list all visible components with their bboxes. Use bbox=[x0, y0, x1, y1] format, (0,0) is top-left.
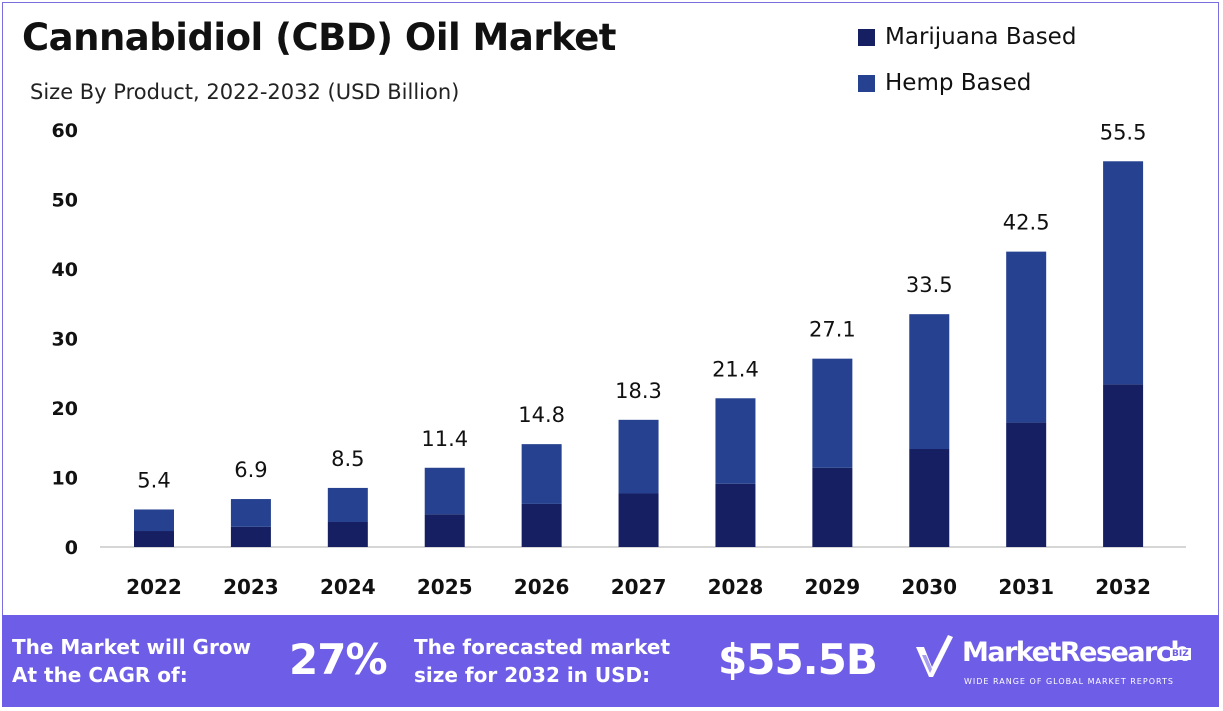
bar-marijuana bbox=[1006, 422, 1047, 547]
bar-hemp bbox=[230, 499, 271, 527]
bar-marijuana bbox=[424, 514, 465, 547]
brand-badge: BIZ bbox=[1170, 648, 1191, 660]
bar-chart: 01020304050605.420226.920238.5202411.420… bbox=[52, 120, 1186, 599]
cagr-value: 27% bbox=[289, 635, 388, 684]
y-tick-label: 40 bbox=[52, 259, 78, 281]
bar-total-label: 18.3 bbox=[615, 379, 662, 403]
bar-marijuana bbox=[134, 531, 174, 547]
bar-total-label: 27.1 bbox=[809, 318, 856, 342]
bar-hemp bbox=[327, 487, 368, 522]
bar-marijuana bbox=[618, 493, 659, 547]
bar-marijuana bbox=[327, 521, 368, 547]
x-tick-label: 2027 bbox=[611, 575, 667, 599]
x-tick-label: 2023 bbox=[223, 575, 279, 599]
legend: Marijuana Based Hemp Based bbox=[858, 22, 1076, 114]
legend-swatch-marijuana bbox=[858, 28, 875, 46]
x-tick-label: 2024 bbox=[320, 575, 376, 599]
bar-hemp bbox=[618, 419, 659, 494]
bar-hemp bbox=[134, 509, 174, 532]
legend-label-hemp: Hemp Based bbox=[885, 70, 1032, 96]
bar-hemp bbox=[1103, 161, 1144, 385]
chart-title: Cannabidiol (CBD) Oil Market bbox=[22, 16, 617, 59]
legend-item-marijuana: Marijuana Based bbox=[858, 22, 1076, 52]
x-tick-label: 2031 bbox=[998, 575, 1054, 599]
x-tick-label: 2030 bbox=[901, 575, 957, 599]
chart-subtitle: Size By Product, 2022-2032 (USD Billion) bbox=[30, 80, 460, 104]
x-tick-label: 2026 bbox=[514, 575, 570, 599]
legend-swatch-hemp bbox=[858, 74, 875, 92]
x-tick-label: 2025 bbox=[417, 575, 473, 599]
brand-check-icon bbox=[916, 635, 953, 677]
bar-marijuana bbox=[909, 449, 950, 547]
bar-marijuana bbox=[715, 483, 756, 547]
y-tick-label: 10 bbox=[52, 468, 78, 490]
bar-total-label: 14.8 bbox=[518, 403, 565, 427]
bar-hemp bbox=[1006, 251, 1047, 423]
bar-marijuana bbox=[521, 503, 562, 547]
bar-total-label: 6.9 bbox=[234, 458, 267, 482]
bar-total-label: 21.4 bbox=[712, 357, 759, 381]
forecast-label: The forecasted market size for 2032 in U… bbox=[414, 635, 671, 687]
y-tick-label: 20 bbox=[52, 398, 78, 420]
bar-marijuana bbox=[1103, 384, 1144, 547]
bar-marijuana bbox=[230, 526, 271, 547]
bar-total-label: 5.4 bbox=[137, 468, 170, 492]
y-tick-label: 0 bbox=[65, 537, 78, 559]
y-tick-label: 50 bbox=[52, 190, 78, 212]
y-tick-label: 60 bbox=[52, 120, 78, 142]
bar-hemp bbox=[909, 314, 950, 450]
cagr-label: The Market will Grow At the CAGR of: bbox=[12, 635, 252, 687]
brand-name: MarketResearch bbox=[962, 637, 1190, 668]
brand-tagline: WIDE RANGE OF GLOBAL MARKET REPORTS bbox=[964, 677, 1174, 686]
bar-total-label: 11.4 bbox=[421, 427, 468, 451]
brand-logo: MarketResearch BIZ WIDE RANGE OF GLOBAL … bbox=[914, 631, 1204, 695]
x-tick-label: 2028 bbox=[708, 575, 764, 599]
legend-item-hemp: Hemp Based bbox=[858, 68, 1076, 98]
bar-total-label: 33.5 bbox=[906, 273, 953, 297]
bar-total-label: 42.5 bbox=[1003, 211, 1050, 235]
bar-hemp bbox=[715, 398, 756, 484]
y-tick-label: 30 bbox=[52, 329, 78, 351]
forecast-value: $55.5B bbox=[718, 635, 878, 684]
bar-hemp bbox=[424, 467, 465, 515]
bar-marijuana bbox=[812, 467, 853, 547]
x-tick-label: 2029 bbox=[805, 575, 861, 599]
x-tick-label: 2032 bbox=[1095, 575, 1151, 599]
bar-hemp bbox=[812, 358, 853, 468]
bar-total-label: 55.5 bbox=[1100, 120, 1147, 144]
legend-label-marijuana: Marijuana Based bbox=[885, 24, 1077, 50]
bar-total-label: 8.5 bbox=[331, 447, 364, 471]
bar-hemp bbox=[521, 444, 562, 504]
footer-banner: The Market will Grow At the CAGR of: 27%… bbox=[2, 615, 1219, 707]
x-tick-label: 2022 bbox=[126, 575, 182, 599]
